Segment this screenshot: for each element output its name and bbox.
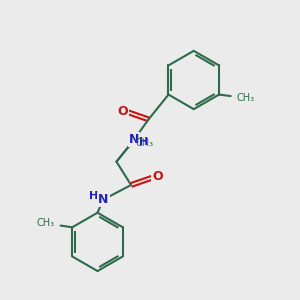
Text: H: H [139, 137, 148, 147]
Text: O: O [118, 105, 128, 118]
Text: CH₃: CH₃ [236, 93, 255, 103]
Text: CH₃: CH₃ [136, 138, 154, 148]
Text: O: O [152, 170, 163, 183]
Text: H: H [89, 191, 99, 201]
Text: N: N [129, 133, 139, 146]
Text: CH₃: CH₃ [37, 218, 55, 228]
Text: N: N [98, 193, 109, 206]
